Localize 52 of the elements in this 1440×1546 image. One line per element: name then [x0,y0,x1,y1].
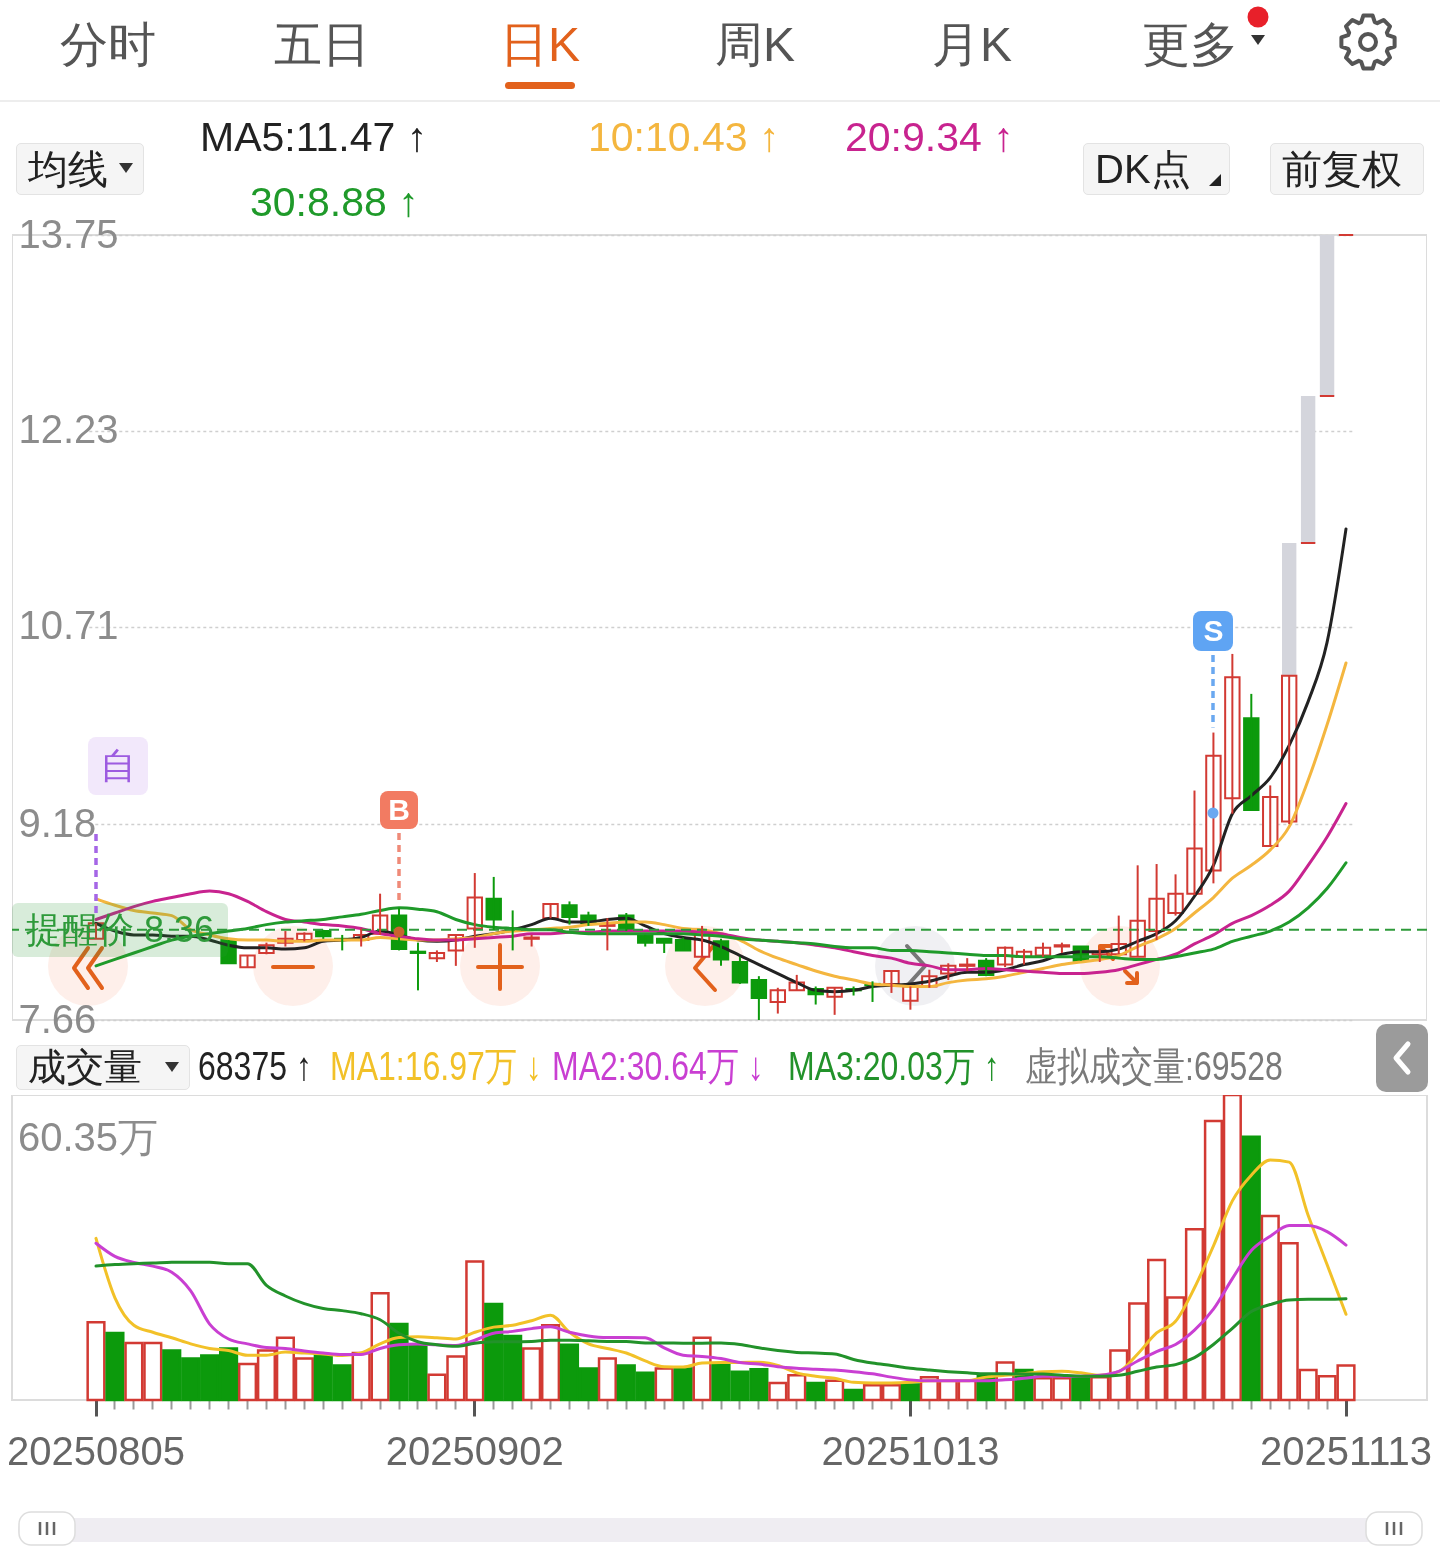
bar [86,1320,106,1402]
bar [900,1383,920,1402]
text: 虚拟成交量:69528 [1025,1043,1283,1089]
text: 30:8.88 ↑ [250,179,419,227]
bar [806,1381,826,1402]
candlestick [655,937,673,954]
bar [1071,1377,1091,1402]
candlestick [523,933,540,948]
bar [843,1388,864,1402]
text: 成交量 [28,1045,142,1090]
y-tick-label: 13.75 [18,211,119,256]
bar [825,1379,845,1402]
text: 月K [931,17,1012,73]
candlestick [561,900,578,926]
text: DK点 [1095,146,1191,192]
y-tick-label: 7.66 [18,996,97,1041]
bar [1281,543,1297,676]
y-tick-label: 10.71 [18,603,119,648]
bar [654,1367,674,1402]
y-tick-label: 9.18 [18,800,97,845]
bar [105,1331,125,1402]
candlestick [1224,652,1241,815]
bar [597,1357,617,1402]
x-tick-label: 20251113 [1259,1428,1433,1473]
annotation: 自 [100,745,136,787]
y-tick-label: 12.23 [18,407,119,452]
text: 均线 [28,146,108,192]
x-tick-label: 20251013 [821,1428,1000,1473]
candlestick [239,954,256,969]
text: 更多 [1142,17,1238,73]
text: 日K [499,17,580,73]
text: 10:10.43 ↑ [588,114,780,162]
text: 68375 ↑ [198,1043,312,1089]
annotation: B [388,792,410,828]
text: 前复权 [1282,146,1402,192]
text: 五日 [274,17,370,73]
bar [1300,396,1316,544]
text: MA1:16.97万 ↓ [330,1043,542,1089]
text: 分时 [60,17,156,73]
text: MA2:30.64万 ↓ [552,1043,764,1089]
text: 20:9.34 ↑ [845,114,1014,162]
candlestick [1053,941,1071,954]
annotation: 60.35万 [18,1114,159,1160]
text: 周K [714,17,795,73]
candlestick [542,902,559,920]
bar [673,1367,693,1402]
x-tick-label: 20250902 [385,1428,564,1473]
annotation: S [1203,613,1224,649]
text: MA5:11.47 ↑ [200,114,428,162]
x-tick-label: 20250805 [7,1428,185,1473]
bar [1241,1135,1261,1402]
text: MA3:20.03万 ↑ [788,1043,1000,1089]
